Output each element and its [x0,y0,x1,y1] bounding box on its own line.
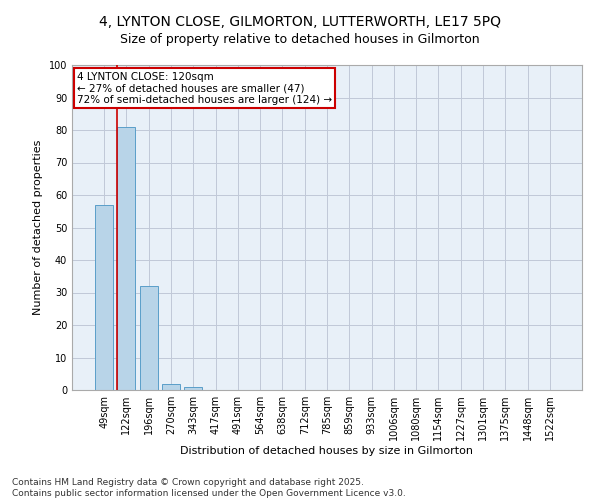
Text: 4, LYNTON CLOSE, GILMORTON, LUTTERWORTH, LE17 5PQ: 4, LYNTON CLOSE, GILMORTON, LUTTERWORTH,… [99,15,501,29]
X-axis label: Distribution of detached houses by size in Gilmorton: Distribution of detached houses by size … [181,446,473,456]
Bar [184,387,202,390]
Text: Contains HM Land Registry data © Crown copyright and database right 2025.
Contai: Contains HM Land Registry data © Crown c… [12,478,406,498]
Bar [118,126,136,390]
Y-axis label: Number of detached properties: Number of detached properties [33,140,43,315]
Text: 4 LYNTON CLOSE: 120sqm
← 27% of detached houses are smaller (47)
72% of semi-det: 4 LYNTON CLOSE: 120sqm ← 27% of detached… [77,72,332,104]
Bar [162,384,180,390]
Bar [95,205,113,390]
Text: Size of property relative to detached houses in Gilmorton: Size of property relative to detached ho… [120,32,480,46]
Bar [140,286,158,390]
